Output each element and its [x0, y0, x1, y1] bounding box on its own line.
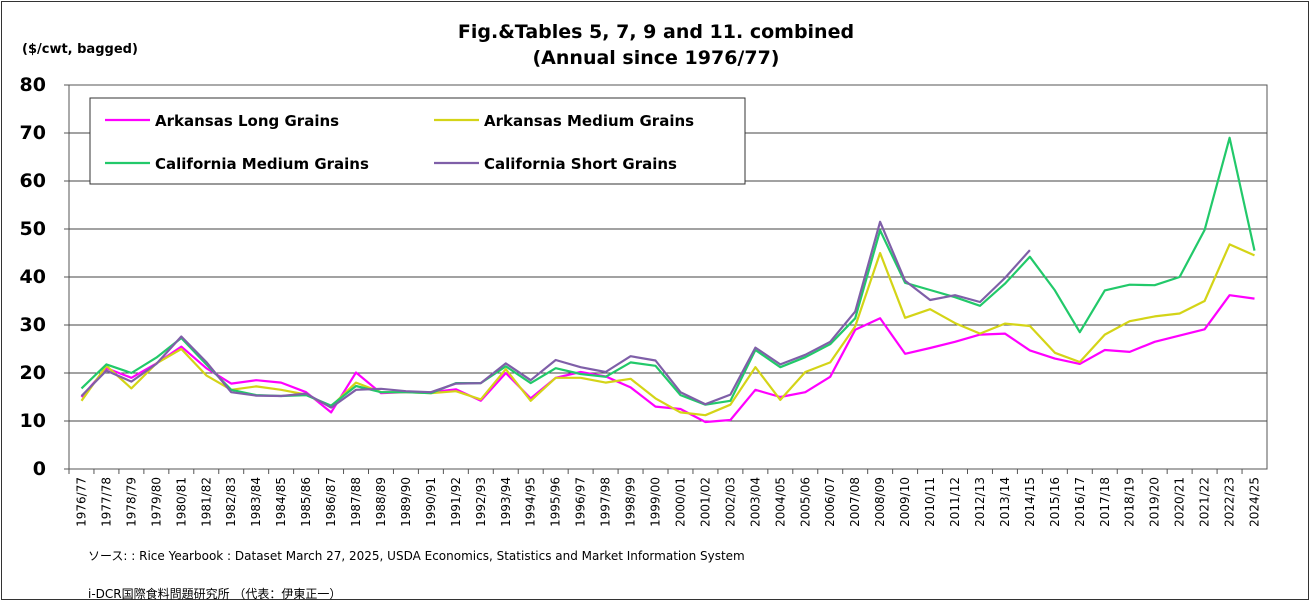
series-line: [80, 294, 1255, 424]
chart-subtitle: (Annual since 1976/77): [532, 47, 780, 69]
x-tick-label: 2019/20: [1148, 477, 1162, 527]
x-tick-label: 1999/00: [649, 477, 663, 527]
organization-note: i-DCR国際食料問題研究所 （代表：伊東正一）: [88, 587, 342, 601]
x-tick-label: 2007/08: [848, 477, 862, 527]
x-tick-label: 2015/16: [1048, 477, 1062, 527]
x-tick-label: 1989/90: [399, 477, 413, 527]
legend-label: Arkansas Medium Grains: [484, 112, 694, 130]
series-lines: [80, 136, 1256, 424]
x-tick-label: 1984/85: [274, 477, 288, 527]
x-tick-label: 2021/22: [1198, 477, 1212, 527]
x-tick-label: 2012/13: [973, 477, 987, 527]
x-tick-label: 1994/95: [524, 477, 538, 527]
x-tick-label: 1988/89: [374, 477, 388, 527]
x-tick-label: 1993/94: [499, 477, 513, 527]
x-tick-label: 1979/80: [149, 477, 163, 527]
x-tick-label: 2022/23: [1223, 477, 1237, 527]
x-tick-label: 1996/97: [574, 477, 588, 527]
x-axis: 1976/77 1977/78 1978/79 1979/80 1980/81 1981/…: [68, 469, 1262, 527]
x-tick-label: 2008/09: [873, 477, 887, 527]
x-tick-label: 2003/04: [748, 477, 762, 527]
x-tick-label: 2020/21: [1173, 477, 1187, 527]
series-line: [80, 243, 1255, 417]
x-tick-label: 1986/87: [324, 477, 338, 527]
source-note: ソース: : Rice Yearbook : Dataset March 27,…: [88, 549, 745, 563]
x-tick-label: 1990/91: [424, 477, 438, 527]
x-tick-label: 1978/79: [124, 477, 138, 527]
x-tick-label: 2024/25: [1248, 477, 1262, 527]
y-tick-label: 0: [33, 458, 46, 480]
legend-label: California Medium Grains: [155, 155, 369, 173]
y-axis: 0 10 20 30 40 50 60 70 80: [20, 74, 69, 480]
x-tick-label: 2004/05: [773, 477, 787, 527]
x-tick-label: 1995/96: [549, 477, 563, 527]
x-tick-label: 2000/01: [673, 477, 687, 527]
legend-label: California Short Grains: [484, 155, 677, 173]
y-tick-label: 70: [20, 122, 46, 144]
y-tick-label: 10: [20, 410, 46, 432]
x-tick-label: 1980/81: [174, 477, 188, 527]
x-tick-label: 1981/82: [199, 477, 213, 527]
x-tick-label: 2001/02: [698, 477, 712, 527]
x-tick-label: 1976/77: [74, 477, 88, 527]
x-tick-label: 2014/15: [1023, 477, 1037, 527]
x-tick-label: 2006/07: [823, 477, 837, 527]
y-tick-label: 40: [20, 266, 46, 288]
series-line: [80, 220, 1031, 409]
x-tick-label: 2009/10: [898, 477, 912, 527]
x-tick-label: 1997/98: [599, 477, 613, 527]
y-tick-label: 60: [20, 170, 46, 192]
x-tick-label: 2010/11: [923, 477, 937, 527]
x-tick-label: 1992/93: [474, 477, 488, 527]
x-tick-label: 1982/83: [224, 477, 238, 527]
y-tick-label: 20: [20, 362, 46, 384]
x-tick-label: 1977/78: [99, 477, 113, 527]
legend-label: Arkansas Long Grains: [155, 112, 339, 130]
legend: Arkansas Long Grains Arkansas Medium Grai…: [89, 97, 746, 185]
x-tick-label: 1983/84: [249, 477, 263, 527]
x-tick-label: 2011/12: [948, 477, 962, 527]
x-tick-label: 2017/18: [1098, 477, 1112, 527]
x-tick-label: 2016/17: [1073, 477, 1087, 527]
x-tick-label: 1998/99: [624, 477, 638, 527]
legend-box: [89, 97, 746, 185]
x-tick-label: 2013/14: [998, 477, 1012, 527]
y-tick-label: 50: [20, 218, 46, 240]
y-tick-label: 30: [20, 314, 46, 336]
x-tick-label: 1991/92: [449, 477, 463, 527]
y-unit-label: ($/cwt, bagged): [22, 42, 138, 57]
x-tick-label: 2005/06: [798, 477, 812, 527]
chart-title: Fig.&Tables 5, 7, 9 and 11. combined: [457, 21, 855, 43]
x-tick-label: 1987/88: [349, 477, 363, 527]
y-tick-label: 80: [20, 74, 46, 96]
x-tick-label: 2002/03: [723, 477, 737, 527]
x-tick-label: 2018/19: [1123, 477, 1137, 527]
x-tick-label: 1985/86: [299, 477, 313, 527]
